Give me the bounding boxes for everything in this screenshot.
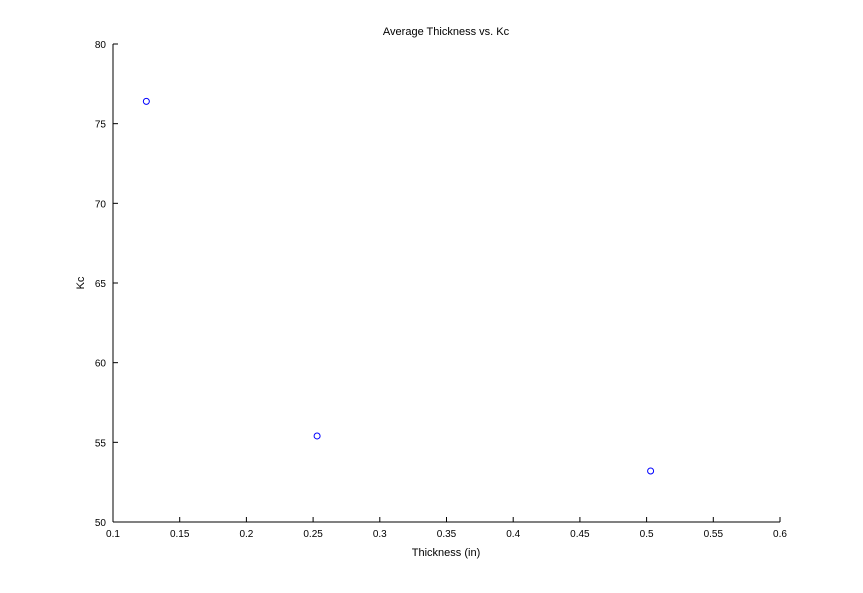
y-axis-ticks: 50 55 60 65 70 75 80 (95, 40, 118, 529)
x-tick-label: 0.2 (239, 529, 253, 540)
y-tick-label: 60 (95, 359, 107, 370)
x-tick-label: 0.3 (373, 529, 387, 540)
plot-area (112, 44, 780, 523)
x-axis-ticks: 0.1 0.15 0.2 0.25 0.3 0.35 0.4 0.45 0.5 0.55 0.6 (106, 517, 787, 540)
data-points (142, 97, 655, 475)
y-tick-label: 55 (95, 438, 107, 449)
y-tick-label: 70 (95, 199, 107, 210)
y-tick-label: 50 (95, 518, 107, 529)
y-axis-label: Kc (75, 276, 87, 289)
x-tick-label: 0.1 (106, 529, 120, 540)
x-tick-label: 0.25 (303, 529, 323, 540)
plot-frame (113, 44, 780, 522)
x-tick-label: 0.45 (570, 529, 590, 540)
x-axis-label: Thickness (in) (412, 547, 480, 559)
x-tick-label: 0.6 (773, 529, 787, 540)
data-point (647, 467, 655, 475)
y-tick-label: 80 (95, 40, 107, 51)
x-tick-label: 0.4 (506, 529, 520, 540)
chart-title: Average Thickness vs. Kc (383, 26, 510, 38)
data-point (313, 432, 321, 440)
x-tick-label: 0.15 (170, 529, 190, 540)
y-tick-label: 75 (95, 120, 107, 131)
x-tick-label: 0.55 (704, 529, 724, 540)
x-tick-label: 0.35 (437, 529, 457, 540)
x-tick-label: 0.5 (640, 529, 654, 540)
y-tick-label: 65 (95, 279, 107, 290)
data-point (142, 97, 150, 105)
